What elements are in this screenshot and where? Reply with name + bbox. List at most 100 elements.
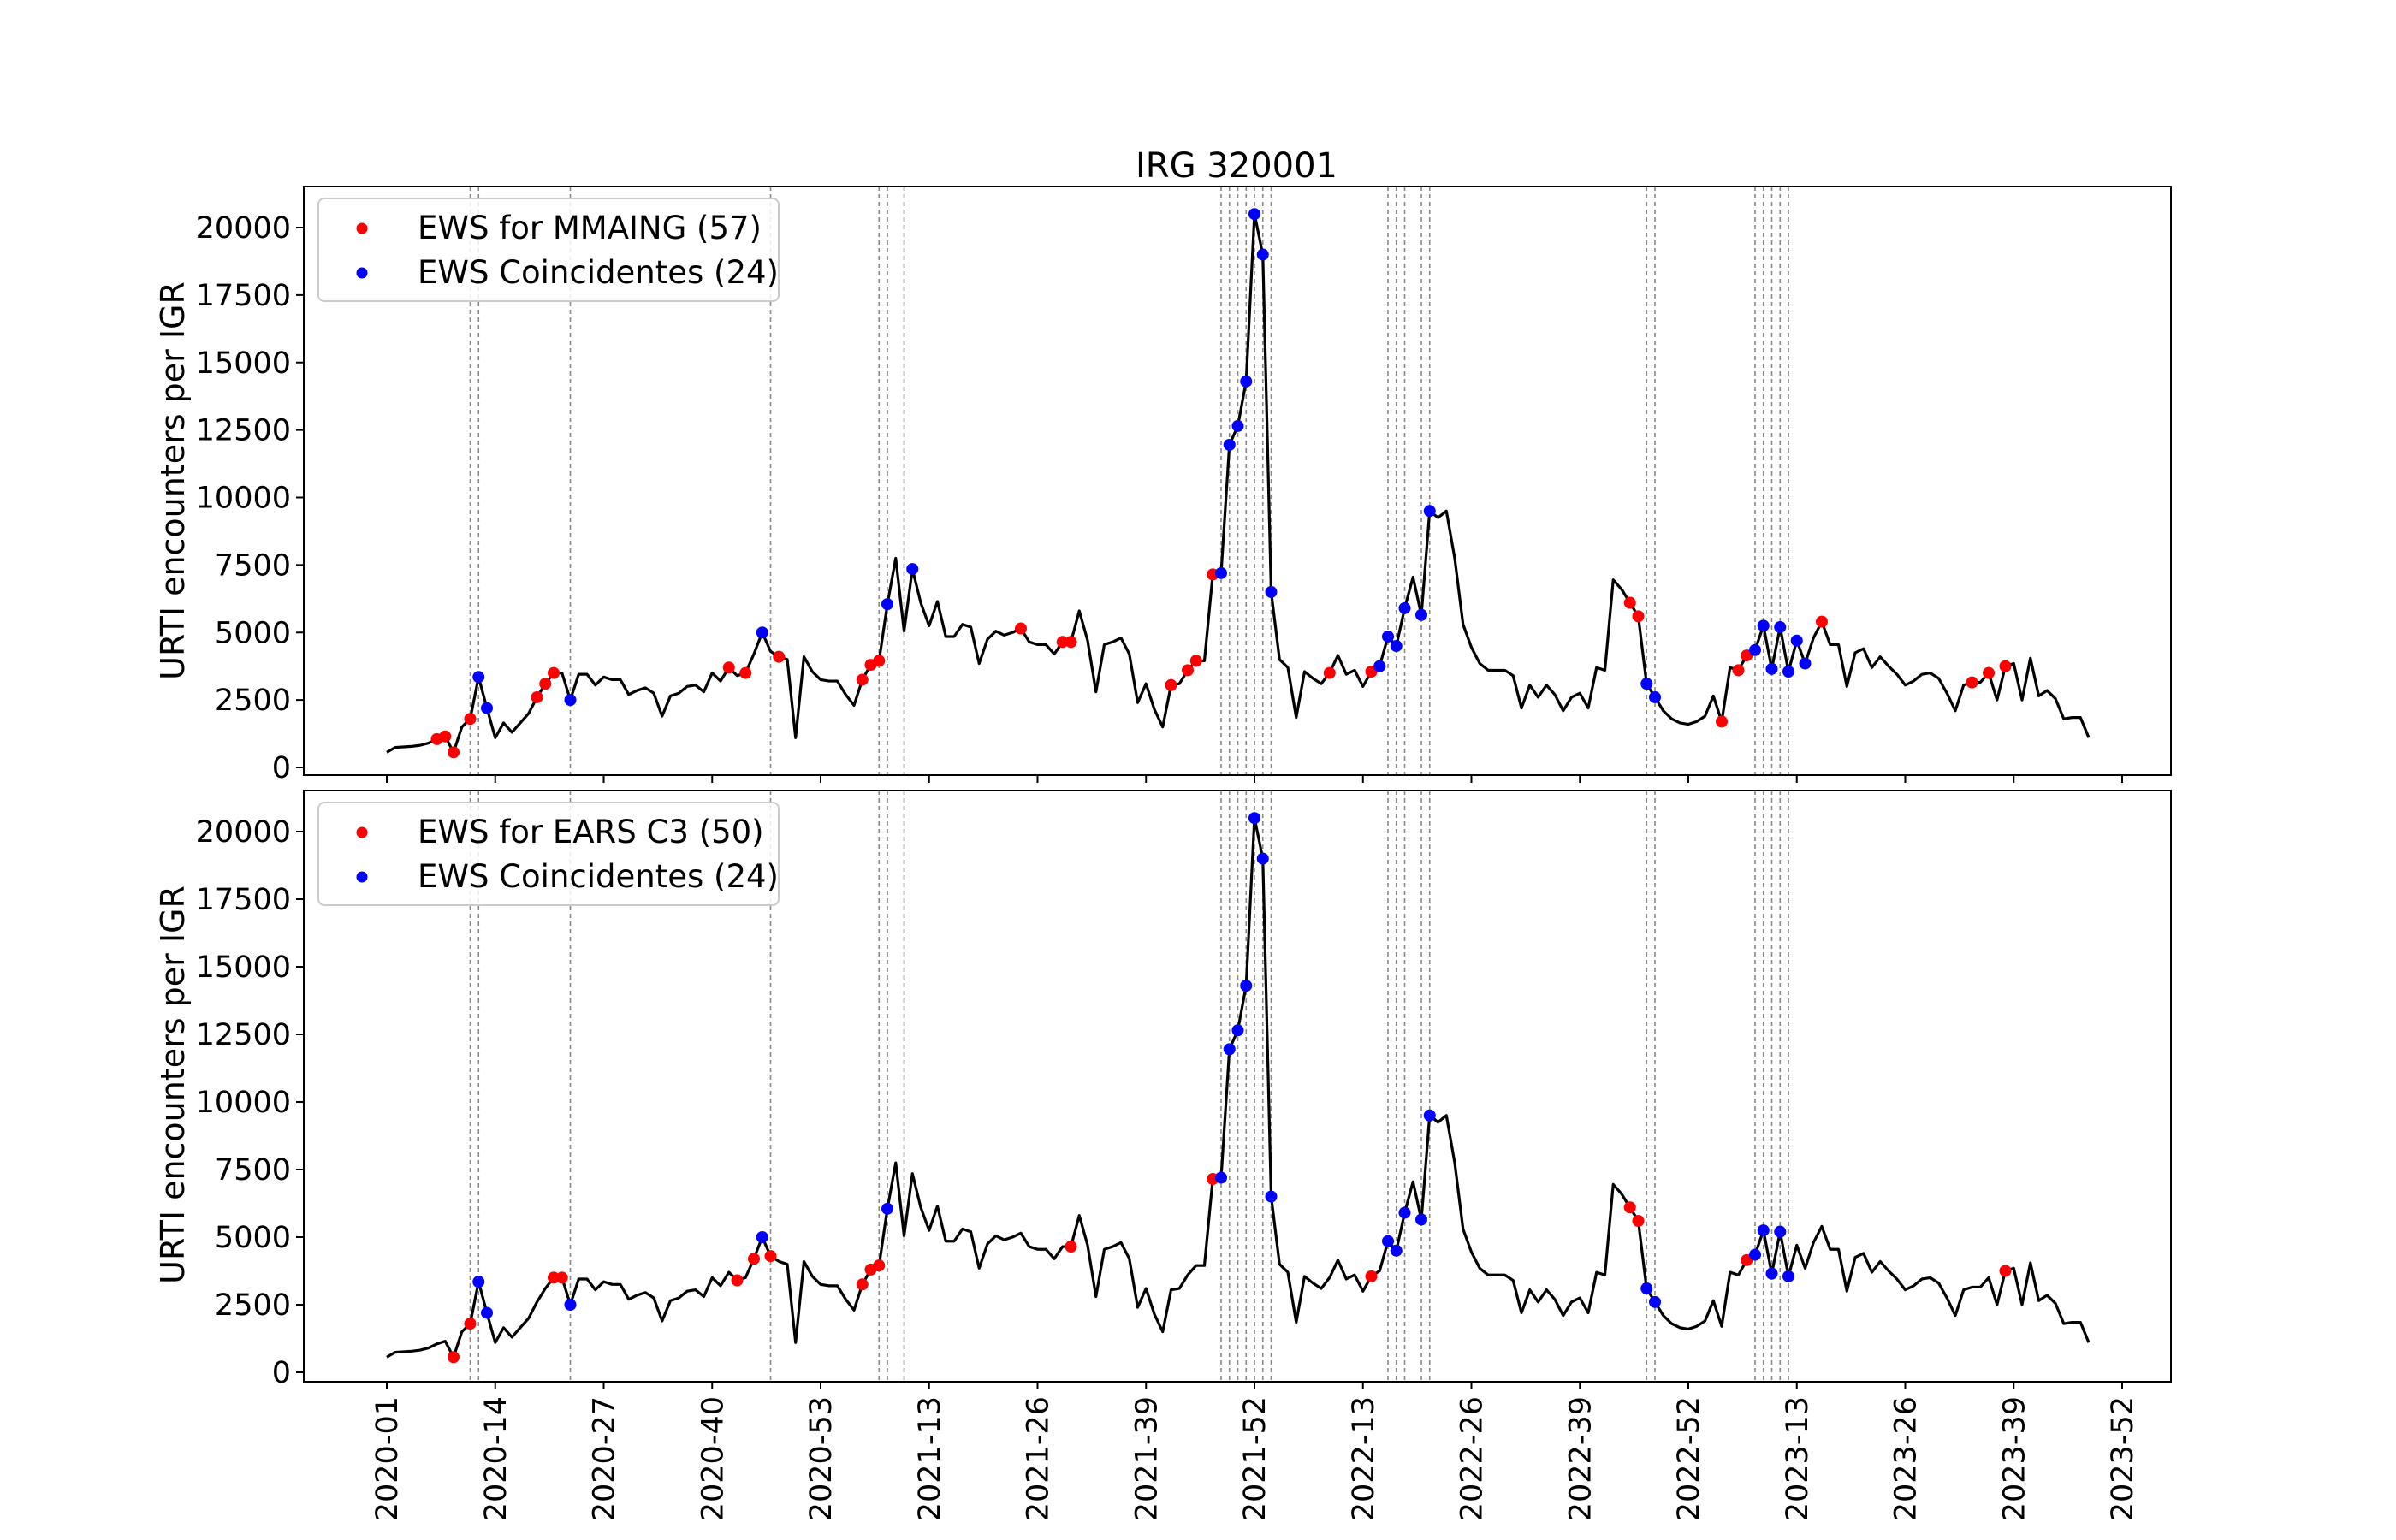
ews-alert-point: [856, 673, 869, 686]
ews-coincident-point: [1215, 566, 1227, 579]
ews-alert-point: [539, 678, 552, 690]
ews-alert-point: [1323, 666, 1336, 679]
x-tick-label: 2022-13: [1347, 1396, 1381, 1521]
ews-coincident-point: [1423, 1109, 1436, 1122]
legend-marker-red: [356, 826, 368, 838]
ews-alert-point: [1966, 676, 1978, 689]
legend-marker-red: [356, 222, 368, 234]
ews-coincident-point: [1231, 419, 1244, 432]
ews-coincident-point: [1265, 585, 1278, 598]
ews-coincident-point: [1248, 812, 1260, 825]
ews-coincident-point: [481, 1306, 493, 1319]
ews-coincident-point: [1390, 1244, 1403, 1257]
ews-coincident-point: [756, 626, 768, 639]
ews-coincident-point: [472, 671, 485, 684]
ews-coincident-point: [1215, 1171, 1227, 1184]
y-tick-label: 7500: [215, 1153, 291, 1188]
ews-alert-point: [448, 746, 460, 759]
y-tick-label: 17500: [196, 279, 291, 313]
ews-alert-point: [1015, 622, 1027, 635]
x-tick-label: 2023-52: [2106, 1396, 2140, 1521]
ews-coincident-point: [881, 598, 893, 611]
y-tick-label: 20000: [196, 211, 291, 246]
ews-alert-point: [555, 1271, 568, 1284]
ews-coincident-point: [756, 1231, 768, 1243]
ews-alert-point: [1999, 660, 2012, 672]
ews-coincident-point: [1398, 601, 1411, 614]
legend-box: [317, 198, 780, 302]
top-panel: 0 2500 5000 7500 10000 12500 15000 17500 20000 U…: [154, 186, 2172, 785]
y-tick-label: 15000: [196, 346, 291, 381]
y-tick-label: 15000: [196, 951, 291, 985]
x-tick-label: 2021-52: [1238, 1396, 1272, 1521]
ews-coincident-point: [1223, 1043, 1236, 1056]
bottom-panel-frame: [303, 790, 2172, 1383]
ews-coincident-point: [1774, 1225, 1787, 1238]
y-tick-label: 2500: [215, 1288, 291, 1323]
ews-alert-point: [448, 1351, 460, 1364]
legend-entry-ears-c3: EWS for EARS C3 (50): [418, 814, 764, 850]
top-panel-legend: EWS for MMAING (57) EWS Coincidentes (24…: [317, 198, 780, 302]
ews-coincident-point: [1256, 248, 1269, 261]
bottom-panel-x-ticks: [386, 1382, 2123, 1389]
ews-coincident-point: [1799, 657, 1812, 670]
ews-coincident-point: [1790, 634, 1803, 647]
x-tick-label: 2020-27: [588, 1396, 622, 1521]
x-tick-label: 2020-40: [696, 1396, 730, 1521]
ews-coincident-point: [1774, 620, 1787, 633]
x-tick-label: 2020-53: [804, 1396, 839, 1521]
ews-coincident-point: [1223, 438, 1236, 451]
ews-alert-point: [739, 666, 752, 679]
ews-alert-point: [1816, 615, 1828, 628]
x-tick-label: 2020-14: [479, 1396, 513, 1521]
y-tick-label: 20000: [196, 815, 291, 850]
legend-box: [317, 802, 780, 906]
ews-coincident-point: [1757, 619, 1770, 632]
legend-marker-blue: [356, 871, 368, 883]
ews-alert-point: [1632, 1215, 1645, 1228]
ews-alert-point: [1623, 596, 1636, 609]
ews-coincident-point: [1265, 1190, 1278, 1203]
ews-alert-point: [748, 1253, 760, 1265]
y-tick-label: 12500: [196, 1018, 291, 1052]
ews-alert-point: [464, 713, 477, 726]
ews-alert-point: [548, 666, 560, 679]
top-panel-x-ticks: [386, 775, 2123, 783]
ews-coincident-point: [881, 1202, 893, 1215]
ews-alert-point: [439, 730, 452, 743]
ews-coincident-point: [1382, 630, 1394, 643]
bottom-panel-y-axis: 0 2500 5000 7500 10000 12500 15000 17500 20000: [196, 815, 304, 1390]
ews-coincident-point: [1248, 208, 1260, 221]
ews-coincident-point: [1782, 1270, 1794, 1282]
ews-coincident-point: [564, 694, 577, 707]
ews-coincident-point: [1649, 1295, 1661, 1308]
x-tick-label: 2022-26: [1456, 1396, 1490, 1521]
x-tick-label: 2021-13: [913, 1396, 947, 1521]
ews-alert-point: [1056, 636, 1069, 649]
bottom-panel-legend: EWS for EARS C3 (50) EWS Coincidentes (2…: [317, 802, 780, 906]
ews-alert-point: [1623, 1201, 1636, 1214]
ews-coincident-point: [1757, 1224, 1770, 1237]
y-tick-label: 10000: [196, 482, 291, 516]
ews-coincident-point: [1765, 1267, 1778, 1280]
ews-coincident-point: [1640, 1282, 1653, 1295]
bottom-panel: 0 2500 5000 7500 10000 12500 15000 17500 20000 U…: [154, 790, 2172, 1390]
y-tick-label: 10000: [196, 1086, 291, 1120]
ews-coincident-point: [1640, 678, 1653, 690]
y-tick-label: 5000: [215, 616, 291, 650]
bottom-panel-y-axis-label: URTI encounters per IGR: [154, 886, 192, 1284]
ews-alert-point: [856, 1278, 869, 1291]
ews-coincident-point: [906, 563, 919, 576]
chart-title: IRG 320001: [1136, 146, 1337, 186]
ews-alert-point: [764, 1250, 777, 1263]
x-tick-label: 2023-39: [1997, 1396, 2031, 1521]
ews-alert-point: [1165, 678, 1177, 691]
x-tick-label: 2022-39: [1563, 1396, 1598, 1521]
ews-alert-point: [1182, 664, 1194, 677]
top-panel-y-axis: 0 2500 5000 7500 10000 12500 15000 17500 20000: [196, 211, 304, 785]
bottom-panel-ews-lines: [469, 791, 1789, 1382]
ews-coincident-point: [1782, 666, 1794, 678]
ews-alert-point: [1065, 636, 1077, 649]
x-tick-label: 2023-26: [1889, 1396, 1924, 1521]
ews-coincident-point: [1415, 608, 1427, 621]
